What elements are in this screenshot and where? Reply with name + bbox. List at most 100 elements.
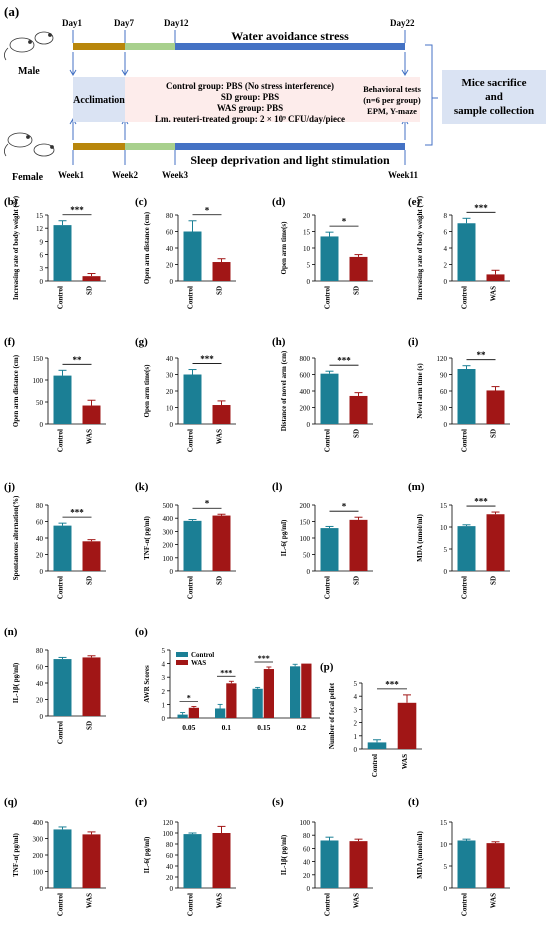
bar xyxy=(320,236,339,281)
y-tick-label: 15 xyxy=(440,502,448,510)
sig-label: * xyxy=(205,205,210,215)
y-axis-label: Open arm time(s) xyxy=(143,364,151,418)
y-tick-label: 80 xyxy=(36,502,44,510)
y-tick-label: 120 xyxy=(163,819,174,827)
panel-label: (h) xyxy=(272,336,286,348)
top-bar-phase2 xyxy=(125,43,175,50)
day-label: Day7 xyxy=(114,18,134,28)
y-tick-label: 20 xyxy=(303,212,311,220)
x-tick-label: Control xyxy=(57,721,65,744)
y-tick-label: 40 xyxy=(36,535,44,543)
y-tick-label: 100 xyxy=(300,819,311,827)
x-tick-label: SD xyxy=(86,576,94,585)
y-tick-label: 60 xyxy=(166,852,174,860)
bar xyxy=(301,663,312,718)
y-tick-label: 0 xyxy=(170,885,174,893)
y-tick-label: 4 xyxy=(354,693,358,701)
y-tick-label: 1 xyxy=(354,733,358,741)
chart-e: (e) 0 2 4 6 8 Increasing rate of body weight (… xyxy=(408,195,510,309)
y-tick-label: 80 xyxy=(166,841,174,849)
panel-label: (c) xyxy=(135,196,148,208)
y-tick-label: 300 xyxy=(33,836,44,844)
y-tick-label: 0 xyxy=(307,278,311,286)
y-tick-label: 0 xyxy=(444,568,448,576)
x-tick-label: Control xyxy=(187,893,195,916)
panel-label: (q) xyxy=(4,796,18,808)
y-tick-label: 30 xyxy=(166,372,174,380)
y-tick-label: 200 xyxy=(300,405,311,413)
y-tick-label: 20 xyxy=(166,388,174,396)
y-tick-label: 100 xyxy=(163,830,174,838)
bar xyxy=(212,833,231,888)
bar xyxy=(486,390,505,424)
bar xyxy=(183,520,202,571)
x-tick-label: Control xyxy=(461,576,469,599)
y-tick-label: 0 xyxy=(307,885,311,893)
y-tick-label: 800 xyxy=(300,355,311,363)
y-axis-label: MDA (nmol/ml) xyxy=(416,831,424,879)
y-axis-label: Open arm distance (cm) xyxy=(143,211,151,284)
bar xyxy=(82,834,101,888)
y-tick-label: 80 xyxy=(36,647,44,655)
panel-label: (j) xyxy=(4,481,15,493)
female-mice-icon xyxy=(4,132,55,157)
chart-p: (p) 0 1 2 3 4 5 Number of fecal pellet Control WA… xyxy=(320,661,422,777)
panel-label: (s) xyxy=(272,796,284,808)
bar xyxy=(486,843,505,888)
bar xyxy=(367,742,387,749)
y-axis-label: Number of fecal pellet xyxy=(328,682,336,749)
sig-label: *** xyxy=(70,205,84,215)
y-tick-label: 0 xyxy=(40,421,44,429)
x-tick-label: SD xyxy=(353,576,361,585)
acclimation-label: Acclimation xyxy=(73,95,125,106)
bar xyxy=(212,405,231,424)
y-tick-label: 400 xyxy=(300,388,311,396)
bottom-bar-phase2 xyxy=(125,143,175,150)
bar xyxy=(290,666,301,718)
y-tick-label: 20 xyxy=(166,874,174,882)
bar xyxy=(486,274,505,281)
chart-o: (o) 0 1 2 3 4 5 AWR Scores 0.05 * 0.1 *** 0.15 *** 0.2… xyxy=(135,626,320,732)
y-tick-label: 2 xyxy=(354,720,358,728)
bar xyxy=(457,840,476,888)
y-tick-label: 40 xyxy=(166,245,174,253)
y-tick-label: 20 xyxy=(36,552,44,560)
y-tick-label: 2 xyxy=(162,688,166,696)
chart-h: (h) 0 200 400 600 800 Distance of novel arm (c… xyxy=(272,336,373,452)
sig-label: * xyxy=(205,499,210,509)
bar xyxy=(397,702,417,749)
day-label: Day1 xyxy=(62,18,82,28)
y-tick-label: 40 xyxy=(303,859,311,867)
x-tick-label: Control xyxy=(324,893,332,916)
x-tick-label: 0.05 xyxy=(182,723,195,732)
top-bar-phase1 xyxy=(73,43,125,50)
bar xyxy=(82,405,101,424)
y-tick-label: 40 xyxy=(36,680,44,688)
panel-label: (d) xyxy=(272,196,286,208)
chart-k: (k) 0 100 200 300 400 500 TNF-α( pg/ml) Control S… xyxy=(135,481,236,599)
behavioral-line: EPM, Y-maze xyxy=(367,106,417,116)
y-tick-label: 0 xyxy=(444,278,448,286)
y-tick-label: 100 xyxy=(33,869,44,877)
x-tick-label: Control xyxy=(187,286,195,309)
x-tick-label: SD xyxy=(353,286,361,295)
y-tick-label: 10 xyxy=(440,524,448,532)
y-tick-label: 20 xyxy=(303,872,311,880)
sig-label: *** xyxy=(474,497,488,507)
y-axis-label: IL-1β( pg/ml) xyxy=(12,662,20,703)
panel-label: (i) xyxy=(408,336,419,348)
panel-label: (t) xyxy=(408,796,419,808)
sig-label: *** xyxy=(200,354,214,364)
y-axis-label: Open arm time(s) xyxy=(280,221,288,275)
y-tick-label: 9 xyxy=(40,238,44,246)
y-tick-label: 0 xyxy=(170,421,174,429)
chart-f: (f) 0 50 100 150 Open arm distance (cm) Contro… xyxy=(4,336,106,452)
bar xyxy=(263,669,274,718)
panel-label: (f) xyxy=(4,336,15,348)
y-tick-label: 6 xyxy=(444,229,448,237)
x-tick-label: Control xyxy=(324,286,332,309)
x-tick-label: Control xyxy=(324,429,332,452)
week-label: Week3 xyxy=(162,170,188,180)
group-line: Lm. reuteri-treated group: 2 × 10⁹ CFU/d… xyxy=(155,114,345,124)
